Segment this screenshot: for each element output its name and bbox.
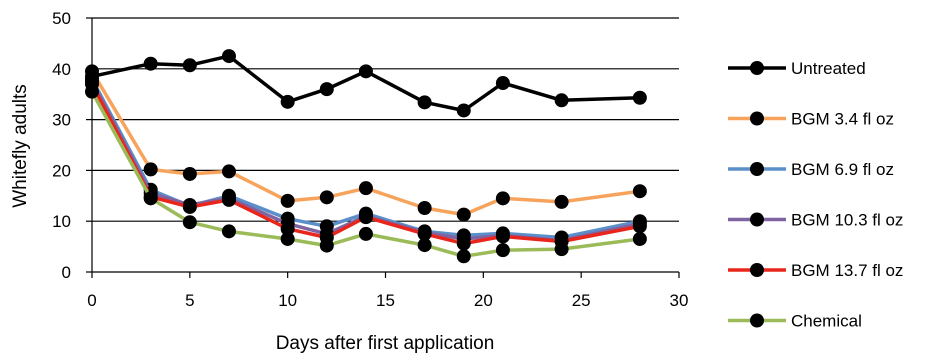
- y-tick-label: 40: [52, 60, 71, 79]
- series-5: [85, 84, 647, 264]
- data-point: [358, 64, 373, 79]
- data-point: [358, 181, 373, 196]
- data-point: [632, 184, 647, 199]
- data-point: [456, 236, 471, 251]
- x-tick-label: 20: [474, 291, 493, 310]
- data-point: [495, 191, 510, 206]
- data-point: [182, 58, 197, 73]
- x-tick-label: 10: [278, 291, 297, 310]
- data-point: [182, 166, 197, 181]
- data-point: [554, 242, 569, 257]
- data-point: [319, 238, 334, 253]
- data-point: [495, 229, 510, 244]
- data-point: [417, 200, 432, 215]
- data-point: [456, 103, 471, 118]
- legend-item: BGM 10.3 fl oz: [728, 211, 903, 230]
- data-point: [495, 76, 510, 91]
- x-tick-label: 0: [87, 291, 96, 310]
- data-point: [554, 194, 569, 209]
- legend-marker: [750, 313, 764, 328]
- x-axis-title: Days after first application: [276, 333, 495, 354]
- data-point: [280, 193, 295, 208]
- data-point: [221, 164, 236, 179]
- data-point: [143, 56, 158, 71]
- data-point: [554, 93, 569, 108]
- data-point: [417, 238, 432, 253]
- series-0: [85, 49, 647, 118]
- y-tick-label: 30: [52, 111, 71, 130]
- data-point: [182, 215, 197, 230]
- data-point: [632, 90, 647, 105]
- x-tick-labels: 0 5 10 15 20 25 30: [87, 291, 688, 310]
- data-point: [143, 162, 158, 177]
- series-1: [85, 64, 647, 222]
- x-tick-label: 25: [572, 291, 591, 310]
- legend-label: Chemical: [791, 312, 862, 331]
- data-point: [85, 84, 99, 99]
- data-point: [280, 221, 295, 236]
- legend-marker: [750, 162, 764, 176]
- data-point: [417, 226, 432, 241]
- legend-label: BGM 13.7 fl oz: [791, 261, 903, 280]
- data-point: [358, 210, 373, 225]
- y-axis-title: Whitefly adults: [10, 84, 31, 208]
- series-line: [90, 90, 641, 259]
- legend-item: BGM 6.9 fl oz: [728, 160, 894, 179]
- data-point: [632, 231, 647, 246]
- legend-label: BGM 6.9 fl oz: [791, 160, 894, 179]
- data-point: [456, 207, 471, 222]
- legend-label: BGM 10.3 fl oz: [791, 211, 903, 230]
- data-point: [456, 249, 471, 264]
- data-point: [143, 191, 158, 206]
- data-point: [319, 82, 334, 97]
- data-point: [182, 199, 197, 214]
- data-point: [280, 231, 295, 246]
- axes: [86, 17, 680, 278]
- data-point: [221, 49, 236, 64]
- data-point: [221, 192, 236, 207]
- x-tick-label: 15: [376, 291, 395, 310]
- y-tick-label: 0: [62, 263, 71, 282]
- legend-marker: [750, 212, 764, 227]
- legend-item: Untreated: [728, 59, 866, 78]
- y-tick-label: 10: [52, 212, 71, 231]
- data-point: [358, 226, 373, 241]
- legend-label: Untreated: [791, 59, 866, 78]
- data-point: [319, 190, 334, 205]
- data-point: [417, 95, 432, 110]
- y-tick-labels: 0 10 20 30 40 50: [52, 9, 71, 282]
- legend: Untreated BGM 3.4 fl oz BGM 6.9 fl oz BGM 1…: [728, 59, 903, 331]
- data-point: [495, 243, 510, 258]
- y-tick-label: 50: [52, 9, 71, 28]
- data-point: [280, 94, 295, 109]
- legend-label: BGM 3.4 fl oz: [791, 110, 894, 129]
- data-point: [221, 224, 236, 239]
- series-group: [85, 49, 647, 264]
- y-tick-label: 20: [52, 161, 71, 180]
- legend-item: BGM 13.7 fl oz: [728, 261, 903, 280]
- legend-marker: [750, 111, 764, 126]
- legend-item: BGM 3.4 fl oz: [728, 110, 894, 129]
- x-tick-label: 30: [670, 291, 689, 310]
- data-point: [632, 219, 647, 234]
- legend-marker: [750, 263, 764, 277]
- gridlines: [92, 17, 679, 222]
- x-tick-label: 5: [185, 291, 194, 310]
- legend-item: Chemical: [728, 312, 862, 331]
- legend-marker: [750, 61, 764, 75]
